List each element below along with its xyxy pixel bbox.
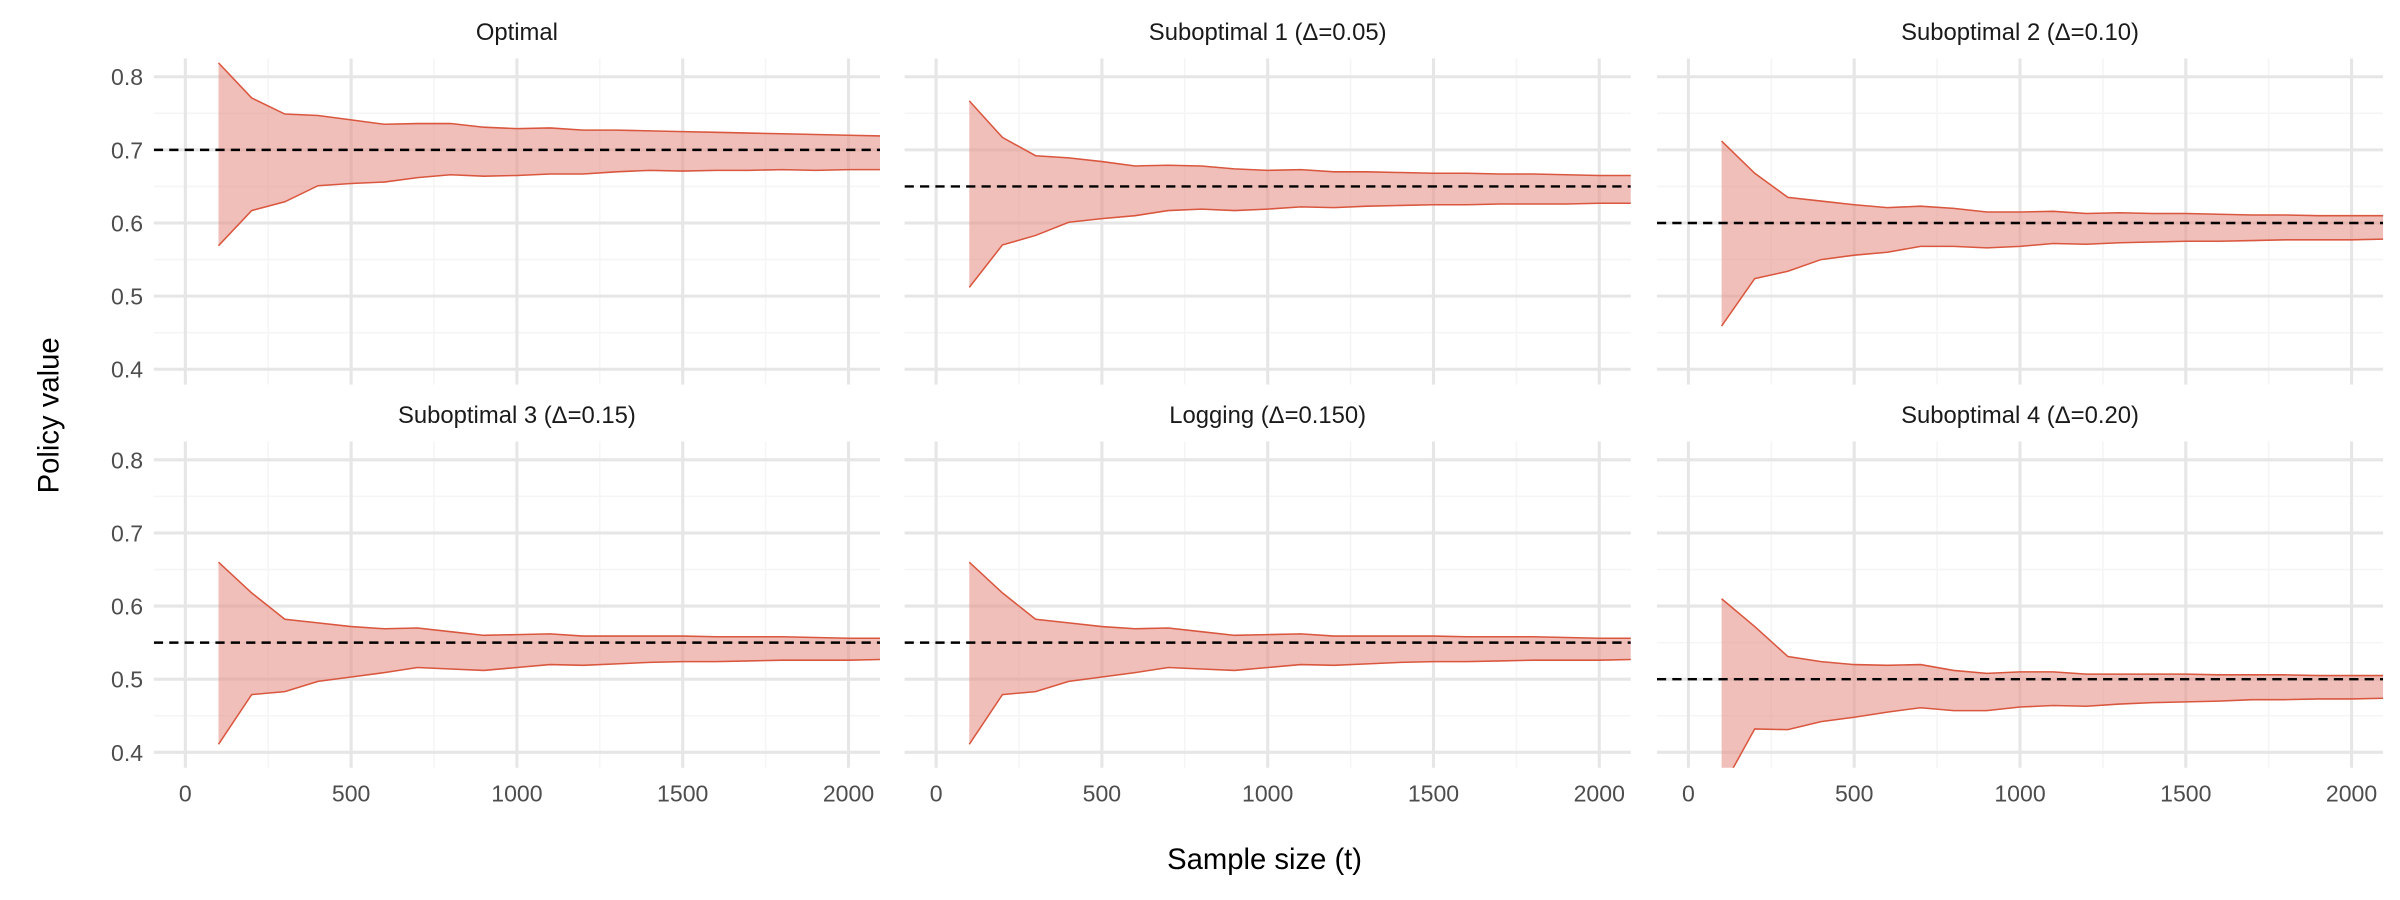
confidence-ribbon: [969, 562, 1631, 745]
facet-strip-title: Suboptimal 2 (Δ=0.10): [1901, 19, 2139, 46]
y-tick-label: 0.7: [111, 520, 143, 546]
y-tick-label: 0.8: [111, 447, 143, 473]
ribbon-lower-line: [1720, 238, 2384, 327]
ribbon-lower-line: [968, 658, 1631, 745]
ribbon-upper-line: [1721, 140, 2384, 217]
confidence-ribbon: [1721, 598, 2384, 768]
ribbon-lower-line: [217, 168, 880, 247]
y-axis-title: Policy value: [33, 337, 65, 493]
confidence-ribbon: [218, 62, 880, 246]
x-axis-title: Sample size (t): [1167, 844, 1362, 876]
panel: Suboptimal 1 (Δ=0.05): [904, 19, 1631, 385]
facet-strip-title: Logging (Δ=0.150): [1169, 402, 1366, 429]
x-tick-label: 1500: [657, 781, 708, 807]
x-tick-label: 1000: [1242, 781, 1293, 807]
panels: Optimal 0.4 0.5 0.6 0.7 0.8 Suboptimal 1 (Δ=0.…: [111, 19, 2384, 807]
confidence-ribbon: [969, 100, 1631, 288]
ribbon-upper-line: [968, 100, 1631, 177]
panel-plot-area: [1656, 140, 2384, 327]
facet-strip-title: Suboptimal 3 (Δ=0.15): [398, 402, 636, 429]
y-tick-label: 0.6: [111, 210, 143, 236]
x-tick-label: 0: [179, 781, 192, 807]
x-tick-label: 1500: [1408, 781, 1459, 807]
panel-plot-area: [153, 62, 880, 247]
y-tick-label: 0.6: [111, 594, 143, 620]
panel: Suboptimal 2 (Δ=0.10): [1656, 19, 2384, 385]
x-tick-label: 1000: [1994, 781, 2045, 807]
ribbon-upper-line: [1721, 598, 2384, 677]
confidence-ribbon: [1721, 141, 2384, 327]
y-tick-label: 0.5: [111, 284, 143, 310]
ribbon-upper-line: [217, 62, 880, 137]
panel: Suboptimal 3 (Δ=0.15) 0.4 0.5 0.6 0.7 0.8 0 500…: [111, 402, 880, 807]
x-tick-label: 2000: [823, 781, 874, 807]
ribbon-lower-line: [217, 658, 880, 745]
x-tick-label: 2000: [2326, 781, 2377, 807]
x-tick-label: 1000: [491, 781, 542, 807]
panel-plot-area: [1656, 598, 2384, 768]
x-tick-label: 500: [1083, 781, 1121, 807]
x-tick-label: 1500: [2160, 781, 2211, 807]
panel-plot-area: [153, 561, 880, 745]
x-tick-label: 2000: [1574, 781, 1625, 807]
x-tick-label: 0: [1682, 781, 1695, 807]
panel: Suboptimal 4 (Δ=0.20) 0 500 1000 1500 2000: [1656, 402, 2384, 807]
y-tick-label: 0.5: [111, 667, 143, 693]
panel-plot-area: [904, 100, 1631, 288]
y-tick-label: 0.7: [111, 137, 143, 163]
ribbon-upper-line: [968, 561, 1631, 640]
x-tick-label: 500: [1835, 781, 1873, 807]
y-tick-label: 0.4: [111, 357, 143, 383]
y-tick-label: 0.4: [111, 740, 143, 766]
panel-plot-area: [904, 561, 1631, 745]
x-tick-label: 0: [930, 781, 943, 807]
ribbon-lower-line: [968, 202, 1631, 288]
facet-strip-title: Optimal: [476, 19, 558, 46]
facet-strip-title: Suboptimal 1 (Δ=0.05): [1149, 19, 1387, 46]
x-tick-label: 500: [332, 781, 370, 807]
confidence-ribbon: [218, 562, 880, 745]
panel: Logging (Δ=0.150) 0 500 1000 1500 2000: [904, 402, 1631, 807]
ribbon-upper-line: [217, 561, 880, 640]
facet-strip-title: Suboptimal 4 (Δ=0.20): [1901, 402, 2139, 429]
y-tick-label: 0.8: [111, 64, 143, 90]
ribbon-lower-line: [1732, 697, 2384, 768]
panel: Optimal 0.4 0.5 0.6 0.7 0.8: [111, 19, 880, 385]
